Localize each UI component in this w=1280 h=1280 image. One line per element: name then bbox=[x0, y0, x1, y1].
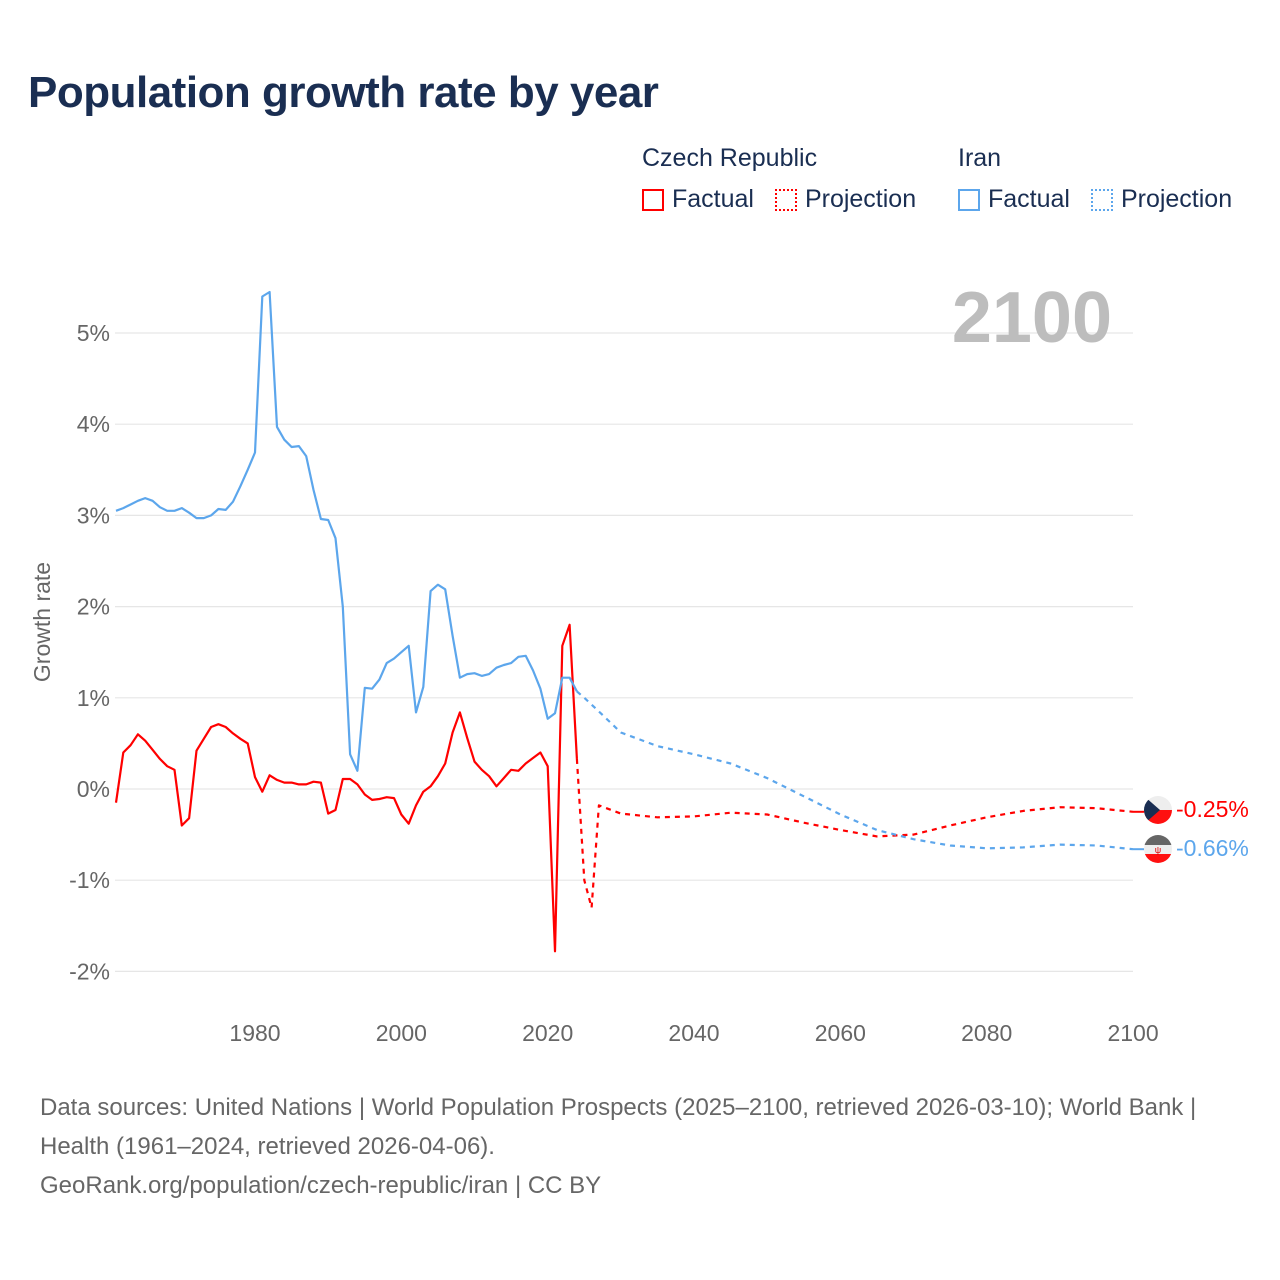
credit-link[interactable]: GeoRank.org/population/czech-republic/ir… bbox=[40, 1172, 602, 1199]
legend-group-name: Czech Republic bbox=[642, 144, 818, 172]
x-tick-label: 2000 bbox=[376, 1020, 427, 1046]
iran-end-label: -0.66% bbox=[1176, 835, 1249, 861]
y-tick-label: 0% bbox=[77, 776, 110, 802]
y-tick-label: 5% bbox=[77, 320, 110, 346]
y-tick-label: -2% bbox=[69, 958, 110, 984]
x-tick-label: 2040 bbox=[668, 1020, 719, 1046]
czech-end-label: -0.25% bbox=[1176, 796, 1249, 822]
chart-title: Population growth rate by year bbox=[28, 68, 659, 117]
data-sources: Data sources: United Nations | World Pop… bbox=[40, 1094, 1197, 1160]
footer: Data sources: United Nations | World Pop… bbox=[40, 1088, 1240, 1205]
year-watermark: 2100 bbox=[952, 278, 1112, 358]
legend-iran-factual[interactable]: Factual bbox=[958, 185, 1070, 214]
legend-label: Projection bbox=[804, 185, 917, 213]
czech-republic-projection-line bbox=[575, 758, 1134, 909]
x-tick-label: 2100 bbox=[1107, 1020, 1158, 1046]
y-axis-label: Growth rate bbox=[29, 562, 55, 682]
legend-group-name: Iran bbox=[958, 144, 1002, 172]
czech-flag-icon bbox=[1144, 796, 1172, 824]
y-tick-label: 4% bbox=[77, 411, 110, 437]
legend-czech: Czech Republic Factual Projection bbox=[642, 144, 930, 218]
x-tick-label: 2020 bbox=[522, 1020, 573, 1046]
dotted-swatch-icon bbox=[1090, 188, 1113, 211]
legend-czech-projection[interactable]: Projection bbox=[774, 185, 917, 214]
solid-swatch-icon bbox=[642, 188, 664, 211]
legend-iran: Iran Factual Projection bbox=[958, 144, 1246, 218]
y-tick-label: 2% bbox=[77, 594, 110, 620]
legend-iran-projection[interactable]: Projection bbox=[1090, 185, 1233, 214]
x-tick-label: 1980 bbox=[229, 1020, 280, 1046]
y-tick-label: 1% bbox=[77, 685, 110, 711]
legend-label: Projection bbox=[1120, 185, 1233, 213]
solid-swatch-icon bbox=[958, 188, 980, 211]
svg-text:ψ: ψ bbox=[1155, 845, 1161, 855]
iran-factual-line bbox=[115, 290, 578, 772]
x-tick-label: 2060 bbox=[815, 1020, 866, 1046]
legend-label: Factual bbox=[988, 185, 1070, 213]
legend-label: Factual bbox=[672, 185, 754, 213]
x-tick-label: 2080 bbox=[961, 1020, 1012, 1046]
iran-projection-line bbox=[576, 690, 1134, 851]
y-tick-label: -1% bbox=[69, 867, 110, 893]
czech-republic-factual-line bbox=[114, 623, 578, 953]
y-tick-label: 3% bbox=[77, 502, 110, 528]
dotted-swatch-icon bbox=[774, 188, 797, 211]
iran-flag-icon: ψ bbox=[1144, 835, 1172, 863]
legend-czech-factual[interactable]: Factual bbox=[642, 185, 754, 214]
